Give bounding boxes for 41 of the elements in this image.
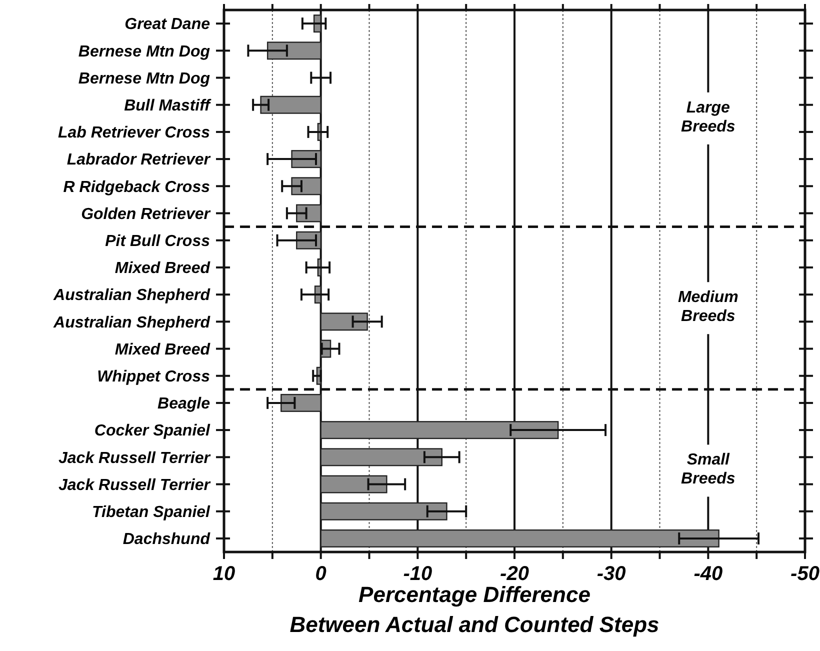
y-tick-label: Bull Mastiff <box>124 97 212 114</box>
bar <box>260 96 322 114</box>
y-tick-label: R Ridgeback Cross <box>63 178 210 196</box>
y-tick-label: Australian Shepherd <box>52 314 212 332</box>
y-tick-label: Beagle <box>158 396 210 413</box>
x-tick-label: -10 <box>403 563 432 585</box>
x-tick-label: -50 <box>790 563 820 585</box>
y-tick-label: Jack Russell Terrier <box>58 476 211 494</box>
y-tick-label: Bernese Mtn Dog <box>78 43 210 60</box>
y-tick-label: Mixed Breed <box>114 260 212 278</box>
y-tick-label: Labrador Retriever <box>66 152 211 169</box>
bar <box>291 177 322 196</box>
bar <box>266 42 322 60</box>
y-tick-label: Pit Bull Cross <box>105 232 210 250</box>
bar <box>320 475 388 494</box>
x-axis-title: Percentage Difference Between Actual and Counted Steps <box>290 582 660 637</box>
x-tick-label: -30 <box>596 563 626 585</box>
bar <box>320 421 559 440</box>
y-tick-label: Bernese Mtn Dog <box>78 70 210 88</box>
y-tick-label: Mixed Breed <box>114 341 212 358</box>
x-tick-label: 10 <box>212 563 236 585</box>
y-tick-label: Jack Russell Terrier <box>58 450 211 467</box>
x-tick-label: -20 <box>500 563 529 585</box>
y-tick-label: Dachshund <box>122 531 212 548</box>
y-tick-label: Tibetan Spaniel <box>92 504 211 521</box>
bar <box>320 448 442 466</box>
annotation: Medium Breeds <box>678 289 738 326</box>
y-tick-label: Great Dane <box>124 16 210 34</box>
y-tick-label: Golden Retriever <box>81 206 211 223</box>
y-tick-label: Whippet Cross <box>97 368 210 386</box>
annotation: Large Breeds <box>681 99 736 136</box>
y-tick-label: Cocker Spaniel <box>94 422 211 440</box>
bar <box>320 502 448 520</box>
y-tick-label: Australian Shepherd <box>52 287 212 304</box>
x-tick-label: -40 <box>694 563 723 585</box>
bar <box>280 394 322 412</box>
bar <box>320 529 720 548</box>
x-tick-label: 0 <box>315 563 326 585</box>
annotation: Small Breeds <box>681 452 736 488</box>
bar <box>320 312 368 331</box>
y-tick-label: Lab Retriever Cross <box>58 124 210 142</box>
